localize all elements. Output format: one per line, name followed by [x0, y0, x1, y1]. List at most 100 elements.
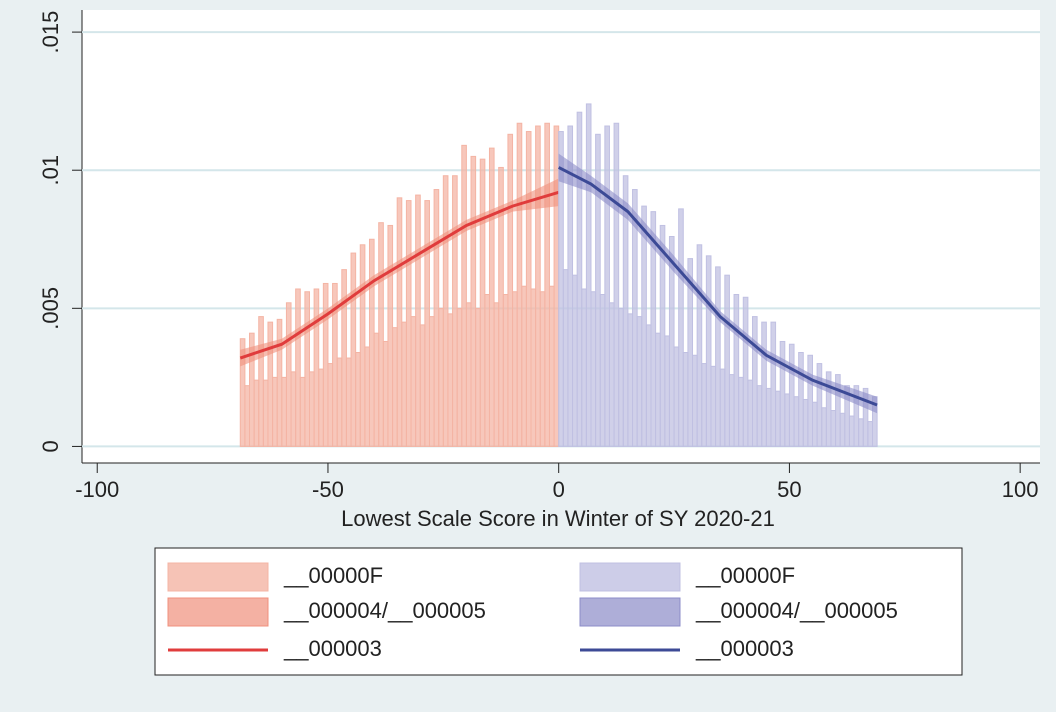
histogram-bar: [590, 291, 597, 447]
histogram-bar: [322, 282, 329, 447]
histogram-bar: [253, 379, 260, 447]
histogram-bar: [862, 387, 869, 447]
histogram-bar: [438, 307, 444, 447]
legend-label: __000004/__000005: [283, 598, 486, 623]
histogram-bar: [765, 387, 772, 447]
histogram-bar: [816, 363, 823, 447]
histogram-bar: [784, 393, 790, 447]
histogram-bar: [544, 122, 550, 447]
histogram-bar: [793, 396, 800, 447]
histogram-bar: [622, 175, 629, 447]
histogram-bar: [272, 376, 278, 447]
histogram-bar: [747, 379, 754, 447]
histogram-bar: [807, 354, 813, 447]
histogram-bar: [456, 307, 463, 447]
histogram-bar: [304, 291, 311, 447]
histogram-bar: [442, 175, 449, 447]
histogram-bar: [285, 302, 292, 447]
histogram-bar: [521, 285, 527, 447]
histogram-bar: [535, 125, 541, 447]
histogram-bar: [608, 302, 615, 447]
histogram-bar: [811, 401, 818, 447]
histogram-bar: [724, 274, 730, 447]
histogram-bar: [553, 125, 560, 447]
histogram-bar: [655, 332, 661, 447]
histogram-bar: [576, 111, 583, 447]
x-tick-label: -50: [312, 477, 344, 502]
legend-swatch: [579, 597, 681, 627]
legend-label: __00000F: [695, 563, 795, 588]
histogram-bar: [428, 316, 435, 447]
histogram-bar: [673, 346, 680, 447]
legend-swatch: [167, 562, 269, 592]
histogram-bar: [618, 307, 624, 447]
histogram-bar: [636, 316, 643, 447]
legend-label: __000003: [283, 636, 382, 661]
histogram-bar: [295, 288, 301, 447]
histogram-bar: [604, 125, 610, 447]
histogram-bar: [281, 376, 287, 447]
histogram-bar: [244, 385, 251, 447]
x-axis-label: Lowest Scale Score in Winter of SY 2020-…: [341, 506, 775, 531]
histogram-bar: [262, 379, 269, 447]
histogram-bar: [752, 316, 758, 447]
histogram-bar: [742, 296, 749, 447]
legend-label: __00000F: [283, 563, 383, 588]
histogram-bar: [830, 410, 837, 447]
histogram-bar: [405, 200, 412, 447]
histogram-bar: [447, 313, 454, 447]
histogram-bar: [548, 285, 555, 447]
histogram-bar: [687, 258, 694, 447]
histogram-bar: [461, 144, 467, 447]
histogram-bar: [613, 122, 620, 447]
y-tick-label: .01: [38, 155, 63, 186]
histogram-bar: [645, 324, 652, 447]
histogram-bar: [825, 371, 832, 447]
histogram-bar: [585, 103, 592, 447]
histogram-bar: [512, 291, 518, 447]
histogram-bar: [756, 385, 763, 447]
histogram-bar: [350, 252, 357, 447]
histogram-bar: [507, 133, 514, 447]
histogram-bar: [678, 208, 684, 447]
histogram-bar: [641, 205, 647, 447]
histogram-bar: [853, 385, 860, 447]
histogram-bar: [738, 376, 744, 447]
histogram-bar: [382, 340, 389, 447]
histogram-bar: [419, 324, 426, 447]
histogram-bar: [696, 244, 703, 447]
histogram-bar: [516, 122, 523, 447]
legend: [154, 547, 963, 676]
histogram-bar: [572, 274, 578, 447]
histogram-bar: [867, 421, 873, 447]
histogram-bar: [336, 357, 343, 447]
confidence-band: [558, 153, 878, 414]
x-tick-label: -100: [75, 477, 119, 502]
histogram-bar: [309, 371, 315, 447]
histogram-bar: [327, 363, 334, 447]
histogram-bar: [433, 189, 440, 447]
histogram-bar: [525, 131, 532, 447]
histogram-bar: [452, 175, 458, 447]
histogram-bar: [410, 316, 417, 447]
histogram-bar: [848, 415, 855, 447]
histogram-bar: [484, 294, 490, 447]
legend-swatch: [167, 597, 269, 627]
legend-label: __000004/__000005: [695, 598, 898, 623]
histogram-bar: [539, 291, 546, 447]
histogram-bar: [424, 200, 430, 447]
histogram-bar: [401, 321, 407, 447]
histogram-bar: [802, 398, 809, 447]
histogram-bar: [858, 418, 864, 447]
histogram-bar: [359, 244, 366, 447]
histogram-bar: [345, 357, 352, 447]
histogram-bar: [788, 343, 795, 447]
histogram-bar: [581, 288, 587, 447]
histogram-bar: [299, 376, 306, 447]
histogram-bar: [493, 302, 500, 447]
y-tick-label: .015: [38, 11, 63, 54]
histogram-bar: [664, 335, 670, 447]
histogram-bar: [682, 352, 689, 447]
histogram-bar: [705, 255, 712, 447]
x-tick-label: 50: [777, 477, 801, 502]
